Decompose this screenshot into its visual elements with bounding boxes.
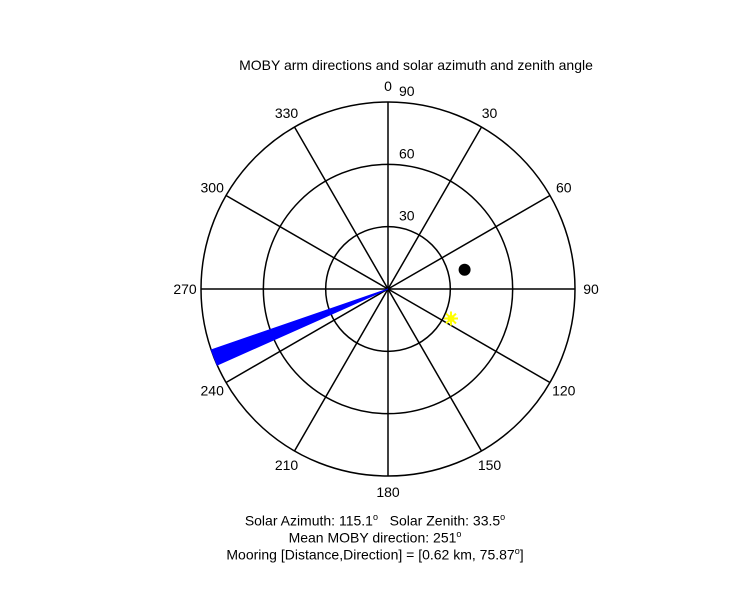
spoke-300 — [225, 194, 389, 290]
solar-azimuth-label: Solar Azimuth: 115.1 — [244, 512, 373, 529]
angle-tick-label-180: 180 — [376, 484, 400, 500]
mooring-line: Mooring [Distance,Direction] = [0.62 km,… — [0, 543, 750, 564]
sun-core — [447, 315, 455, 322]
spoke-240 — [225, 288, 389, 384]
spoke-150 — [387, 288, 483, 452]
radial-tick-label-90: 90 — [399, 83, 415, 99]
spoke-30 — [387, 126, 483, 290]
angle-tick-label-330: 330 — [275, 105, 299, 121]
degree-mark: o — [372, 512, 378, 522]
polar-grid — [200, 101, 576, 477]
degree-mark: o — [456, 529, 462, 539]
radial-tick-label-30: 30 — [399, 208, 415, 224]
radial-tick-labels: 30 60 90 — [399, 83, 415, 224]
sun-marker — [444, 311, 458, 326]
degree-mark: o — [514, 546, 520, 556]
angle-tick-label-210: 210 — [275, 457, 299, 473]
degree-mark: o — [500, 512, 506, 522]
solar-info-line: Solar Azimuth: 115.1o Solar Zenith: 33.5… — [0, 509, 750, 530]
spoke-120 — [387, 288, 551, 384]
mean-direction-line: Mean MOBY direction: 251o — [0, 526, 750, 547]
angular-tick-labels: 0 30 60 90 120 150 180 210 240 270 300 330 — [173, 78, 599, 500]
mooring-suffix: ] — [519, 546, 524, 563]
mooring-label: Mooring [Distance,Direction] = [0.62 km,… — [226, 546, 515, 563]
chart-title: MOBY arm directions and solar azimuth an… — [239, 57, 593, 73]
angle-tick-label-240: 240 — [201, 383, 225, 399]
spoke-330 — [293, 126, 389, 290]
mooring-point — [458, 263, 471, 276]
angle-tick-label-120: 120 — [552, 383, 576, 399]
angle-tick-label-60: 60 — [556, 180, 572, 196]
radial-tick-label-60: 60 — [399, 145, 415, 161]
spoke-210 — [293, 288, 389, 452]
angle-tick-label-30: 30 — [482, 105, 498, 121]
angle-tick-label-300: 300 — [201, 180, 225, 196]
angle-tick-label-270: 270 — [173, 281, 197, 297]
spoke-60 — [387, 194, 551, 290]
solar-zenith-label: Solar Zenith: 33.5 — [389, 512, 501, 529]
angle-tick-label-0: 0 — [384, 78, 392, 94]
angle-tick-label-150: 150 — [478, 457, 502, 473]
mean-direction-label: Mean MOBY direction: 251 — [288, 529, 457, 546]
angle-tick-label-90: 90 — [583, 281, 599, 297]
data-marks — [210, 263, 471, 366]
moby-arm-wedge — [210, 288, 389, 366]
